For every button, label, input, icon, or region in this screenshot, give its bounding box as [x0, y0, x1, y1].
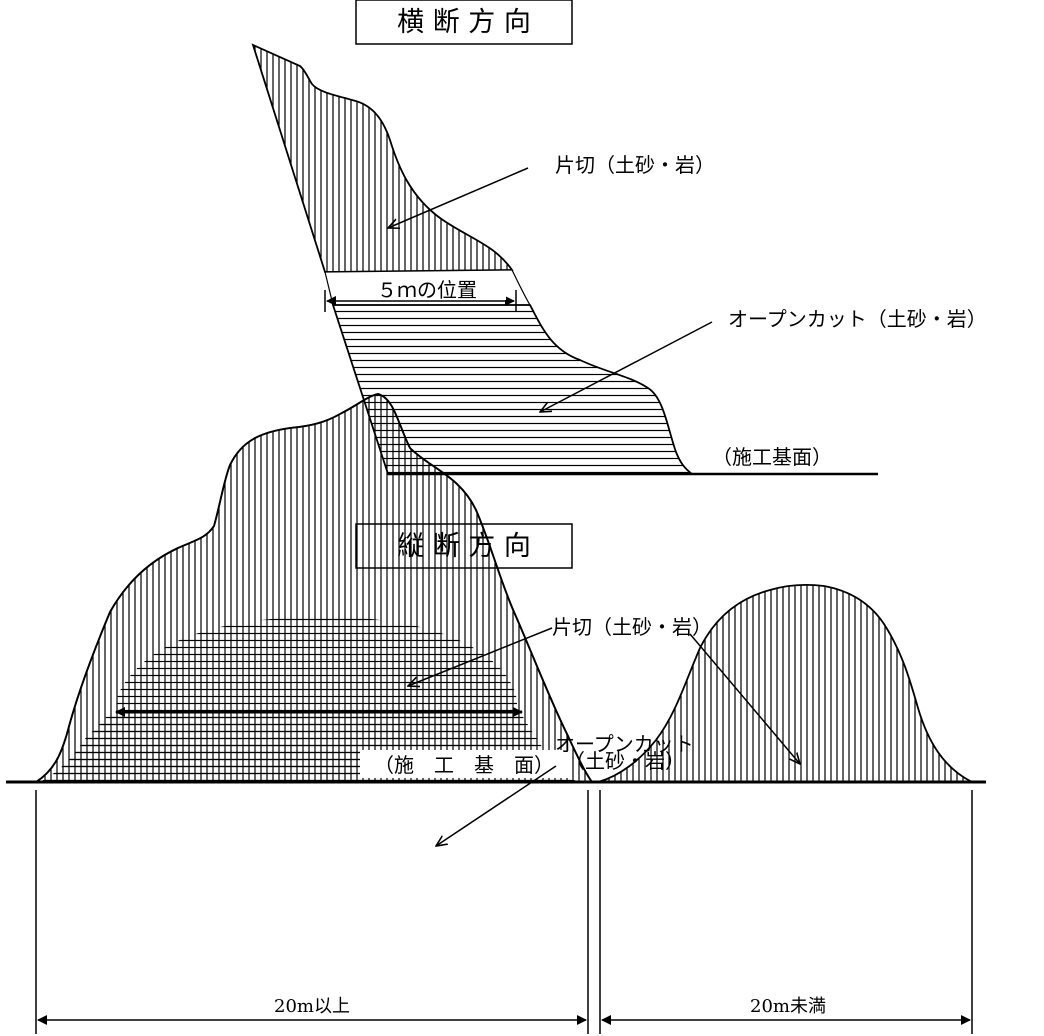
cross-section-title: 横 断 方 向: [397, 7, 531, 38]
cross-opencut-leader: [540, 321, 713, 412]
long-dimension-right: 20m未満: [599, 790, 973, 1034]
long-opencut-leader: [436, 765, 557, 846]
cross-position-dimension: ５ｍの位置: [324, 276, 517, 312]
long-opencut-label-line1: オープンカット: [555, 732, 694, 756]
cross-katagiri-label: 片切（土砂・岩）: [555, 153, 715, 177]
cross-position-label: ５ｍの位置: [377, 278, 477, 302]
long-katagiri-leader-right: [689, 633, 800, 764]
cross-section-title-box: 横 断 方 向: [355, 0, 573, 45]
long-base-label: （施 工 基 面）: [374, 753, 554, 777]
long-katagiri-label: 片切（土砂・岩）: [552, 615, 712, 639]
longitudinal-diagram: 縦 断 方 向 （施 工 基 面） 片切（土砂・岩） オープンカット （土砂・岩…: [6, 393, 986, 1034]
long-dimension-left: 20m以上: [35, 790, 589, 1034]
cross-katagiri-leader: [388, 167, 529, 228]
dim-right-label: 20m未満: [750, 996, 826, 1017]
long-opencut-label-line2: （土砂・岩）: [565, 749, 685, 773]
cross-opencut-label: オープンカット（土砂・岩）: [728, 307, 987, 331]
long-katagiri-leader-left: [408, 627, 553, 686]
cross-opencut-region: [331, 304, 695, 475]
long-small-hill-region: [597, 583, 973, 783]
cross-section-diagram: 横 断 方 向 ５ｍの位置 片切（土砂・岩） オープンカット（土砂・岩） （施工…: [251, 0, 987, 476]
cross-katagiri-region: [251, 43, 514, 273]
dim-left-label: 20m以上: [274, 996, 350, 1017]
cross-base-label: （施工基面）: [712, 445, 832, 469]
